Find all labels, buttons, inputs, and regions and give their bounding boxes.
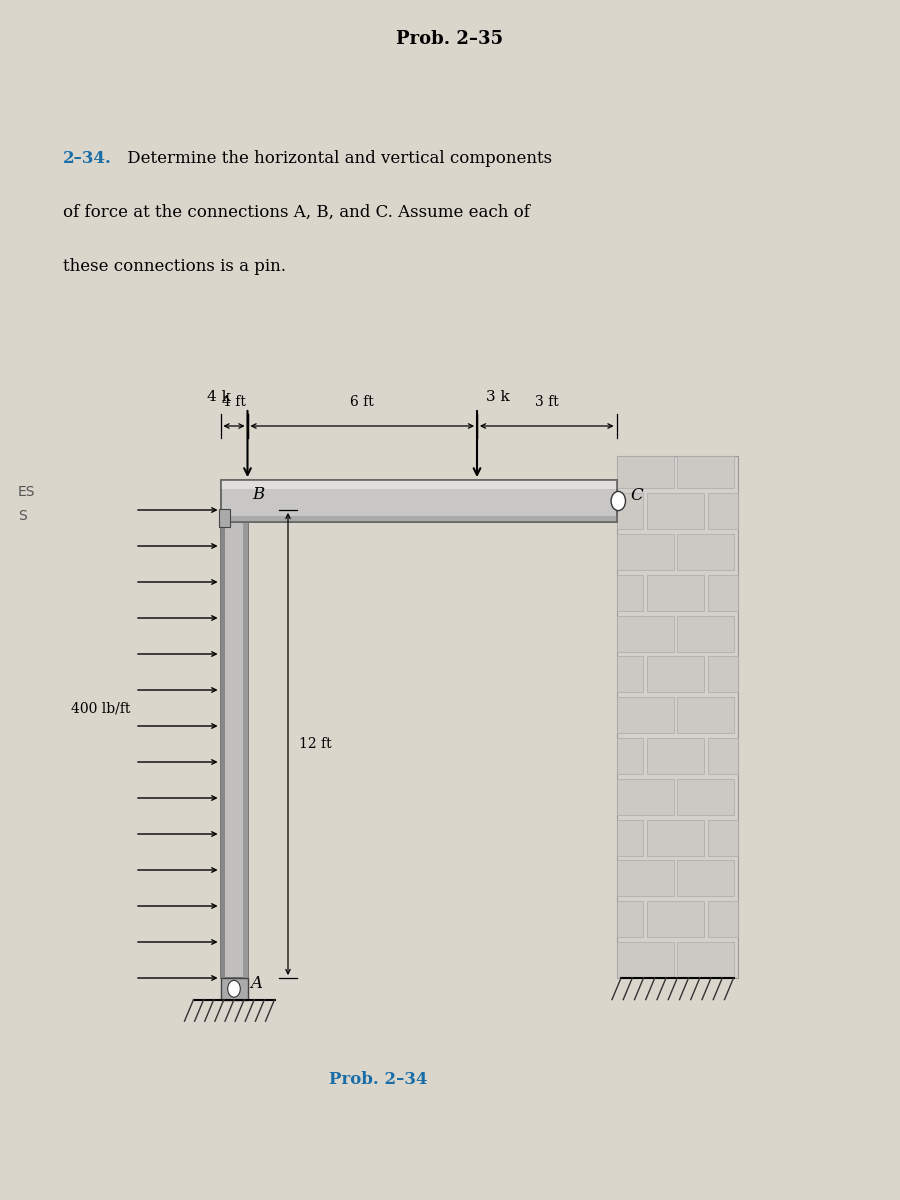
Bar xyxy=(677,697,734,733)
Text: 2–34.: 2–34. xyxy=(63,150,112,167)
Bar xyxy=(647,575,704,611)
Bar xyxy=(616,575,643,611)
Bar xyxy=(707,738,738,774)
Bar xyxy=(647,493,704,529)
Bar xyxy=(616,779,673,815)
Text: 6 ft: 6 ft xyxy=(350,395,374,409)
Text: 4 k: 4 k xyxy=(207,390,231,404)
Bar xyxy=(616,901,643,937)
Bar xyxy=(616,616,673,652)
Text: C: C xyxy=(630,486,643,504)
Bar xyxy=(677,942,734,978)
Bar xyxy=(220,480,616,522)
Bar xyxy=(616,534,673,570)
Bar xyxy=(616,942,673,978)
Bar xyxy=(647,656,704,692)
Bar xyxy=(616,860,673,896)
Bar xyxy=(616,697,673,733)
Bar xyxy=(707,820,738,856)
Bar xyxy=(647,820,704,856)
Circle shape xyxy=(228,980,240,997)
Bar xyxy=(677,616,734,652)
Bar xyxy=(677,456,734,488)
Circle shape xyxy=(611,492,625,511)
Text: ES: ES xyxy=(18,485,35,499)
Text: these connections is a pin.: these connections is a pin. xyxy=(63,258,286,275)
Bar xyxy=(219,509,230,527)
Bar xyxy=(677,534,734,570)
Bar xyxy=(220,480,616,522)
Bar xyxy=(616,656,643,692)
Bar xyxy=(616,493,643,529)
Text: 400 lb/ft: 400 lb/ft xyxy=(71,701,130,715)
Bar xyxy=(647,901,704,937)
Bar xyxy=(243,510,248,978)
Bar xyxy=(707,901,738,937)
Bar xyxy=(707,493,738,529)
Bar xyxy=(220,480,616,490)
Text: 3 k: 3 k xyxy=(486,390,509,404)
Text: 12 ft: 12 ft xyxy=(299,737,331,751)
Bar xyxy=(616,738,643,774)
Bar xyxy=(647,738,704,774)
Text: 3 ft: 3 ft xyxy=(535,395,559,409)
Bar xyxy=(707,656,738,692)
Text: Prob. 2–35: Prob. 2–35 xyxy=(396,30,504,48)
Text: Determine the horizontal and vertical components: Determine the horizontal and vertical co… xyxy=(122,150,552,167)
Text: 4 ft: 4 ft xyxy=(222,395,246,409)
Bar xyxy=(677,860,734,896)
Text: A: A xyxy=(250,976,262,992)
Bar xyxy=(220,978,248,1000)
Bar xyxy=(677,779,734,815)
Text: Prob. 2–34: Prob. 2–34 xyxy=(328,1072,428,1088)
Bar xyxy=(220,510,225,978)
Bar xyxy=(616,456,738,978)
Text: of force at the connections A, B, and C. Assume each of: of force at the connections A, B, and C.… xyxy=(63,204,530,221)
Text: S: S xyxy=(18,509,27,523)
Bar xyxy=(220,510,248,978)
Bar xyxy=(220,516,616,522)
Bar xyxy=(616,820,643,856)
Text: B: B xyxy=(252,486,265,503)
Bar xyxy=(707,575,738,611)
Bar xyxy=(616,456,673,488)
